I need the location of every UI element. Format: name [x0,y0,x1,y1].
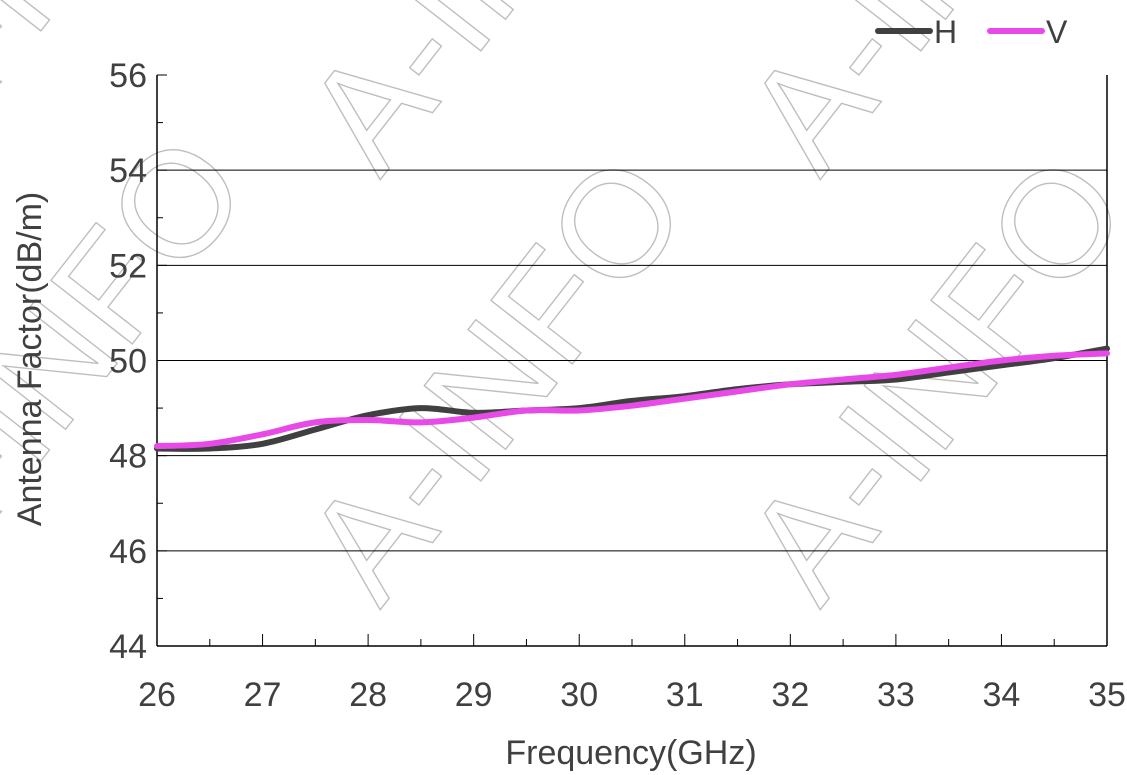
watermark: A-INFOA-INFOA-INFOA-INFOA-INFOA-INFOA-IN… [0,0,1127,630]
legend-label-H: H [934,14,957,50]
data-series [154,345,1110,452]
x-tick-label-33: 33 [877,676,915,714]
x-axis-title: Frequency(GHz) [505,734,756,772]
series-line-V [154,350,1110,450]
y-tick-label-44: 44 [109,628,147,666]
x-tick-label-32: 32 [771,676,809,714]
x-tick-label-29: 29 [455,676,493,714]
x-tick-label-35: 35 [1088,676,1126,714]
x-tick-label-30: 30 [560,676,598,714]
grid-lines [157,169,1107,552]
x-tick-label-31: 31 [666,676,704,714]
x-tick-label-34: 34 [983,676,1021,714]
y-tick-label-56: 56 [109,57,147,95]
y-tick-label-52: 52 [109,247,147,285]
series-line-H [154,345,1110,452]
axis-ticks: 44 46 48 50 52 54 56 26 27 28 29 30 31 32 33 34 35 [109,57,1126,714]
y-tick-label-46: 46 [109,533,147,571]
x-tick-label-26: 26 [138,676,176,714]
y-axis-title: Antenna Factor(dB/m) [11,192,49,526]
x-tick-label-28: 28 [349,676,387,714]
y-tick-label-48: 48 [109,438,147,476]
watermark-text-2: A-INFO [273,126,718,630]
y-tick-label-50: 50 [109,343,147,381]
x-tick-label-27: 27 [244,676,282,714]
y-tick-label-54: 54 [109,152,147,190]
legend-label-V: V [1046,14,1068,50]
